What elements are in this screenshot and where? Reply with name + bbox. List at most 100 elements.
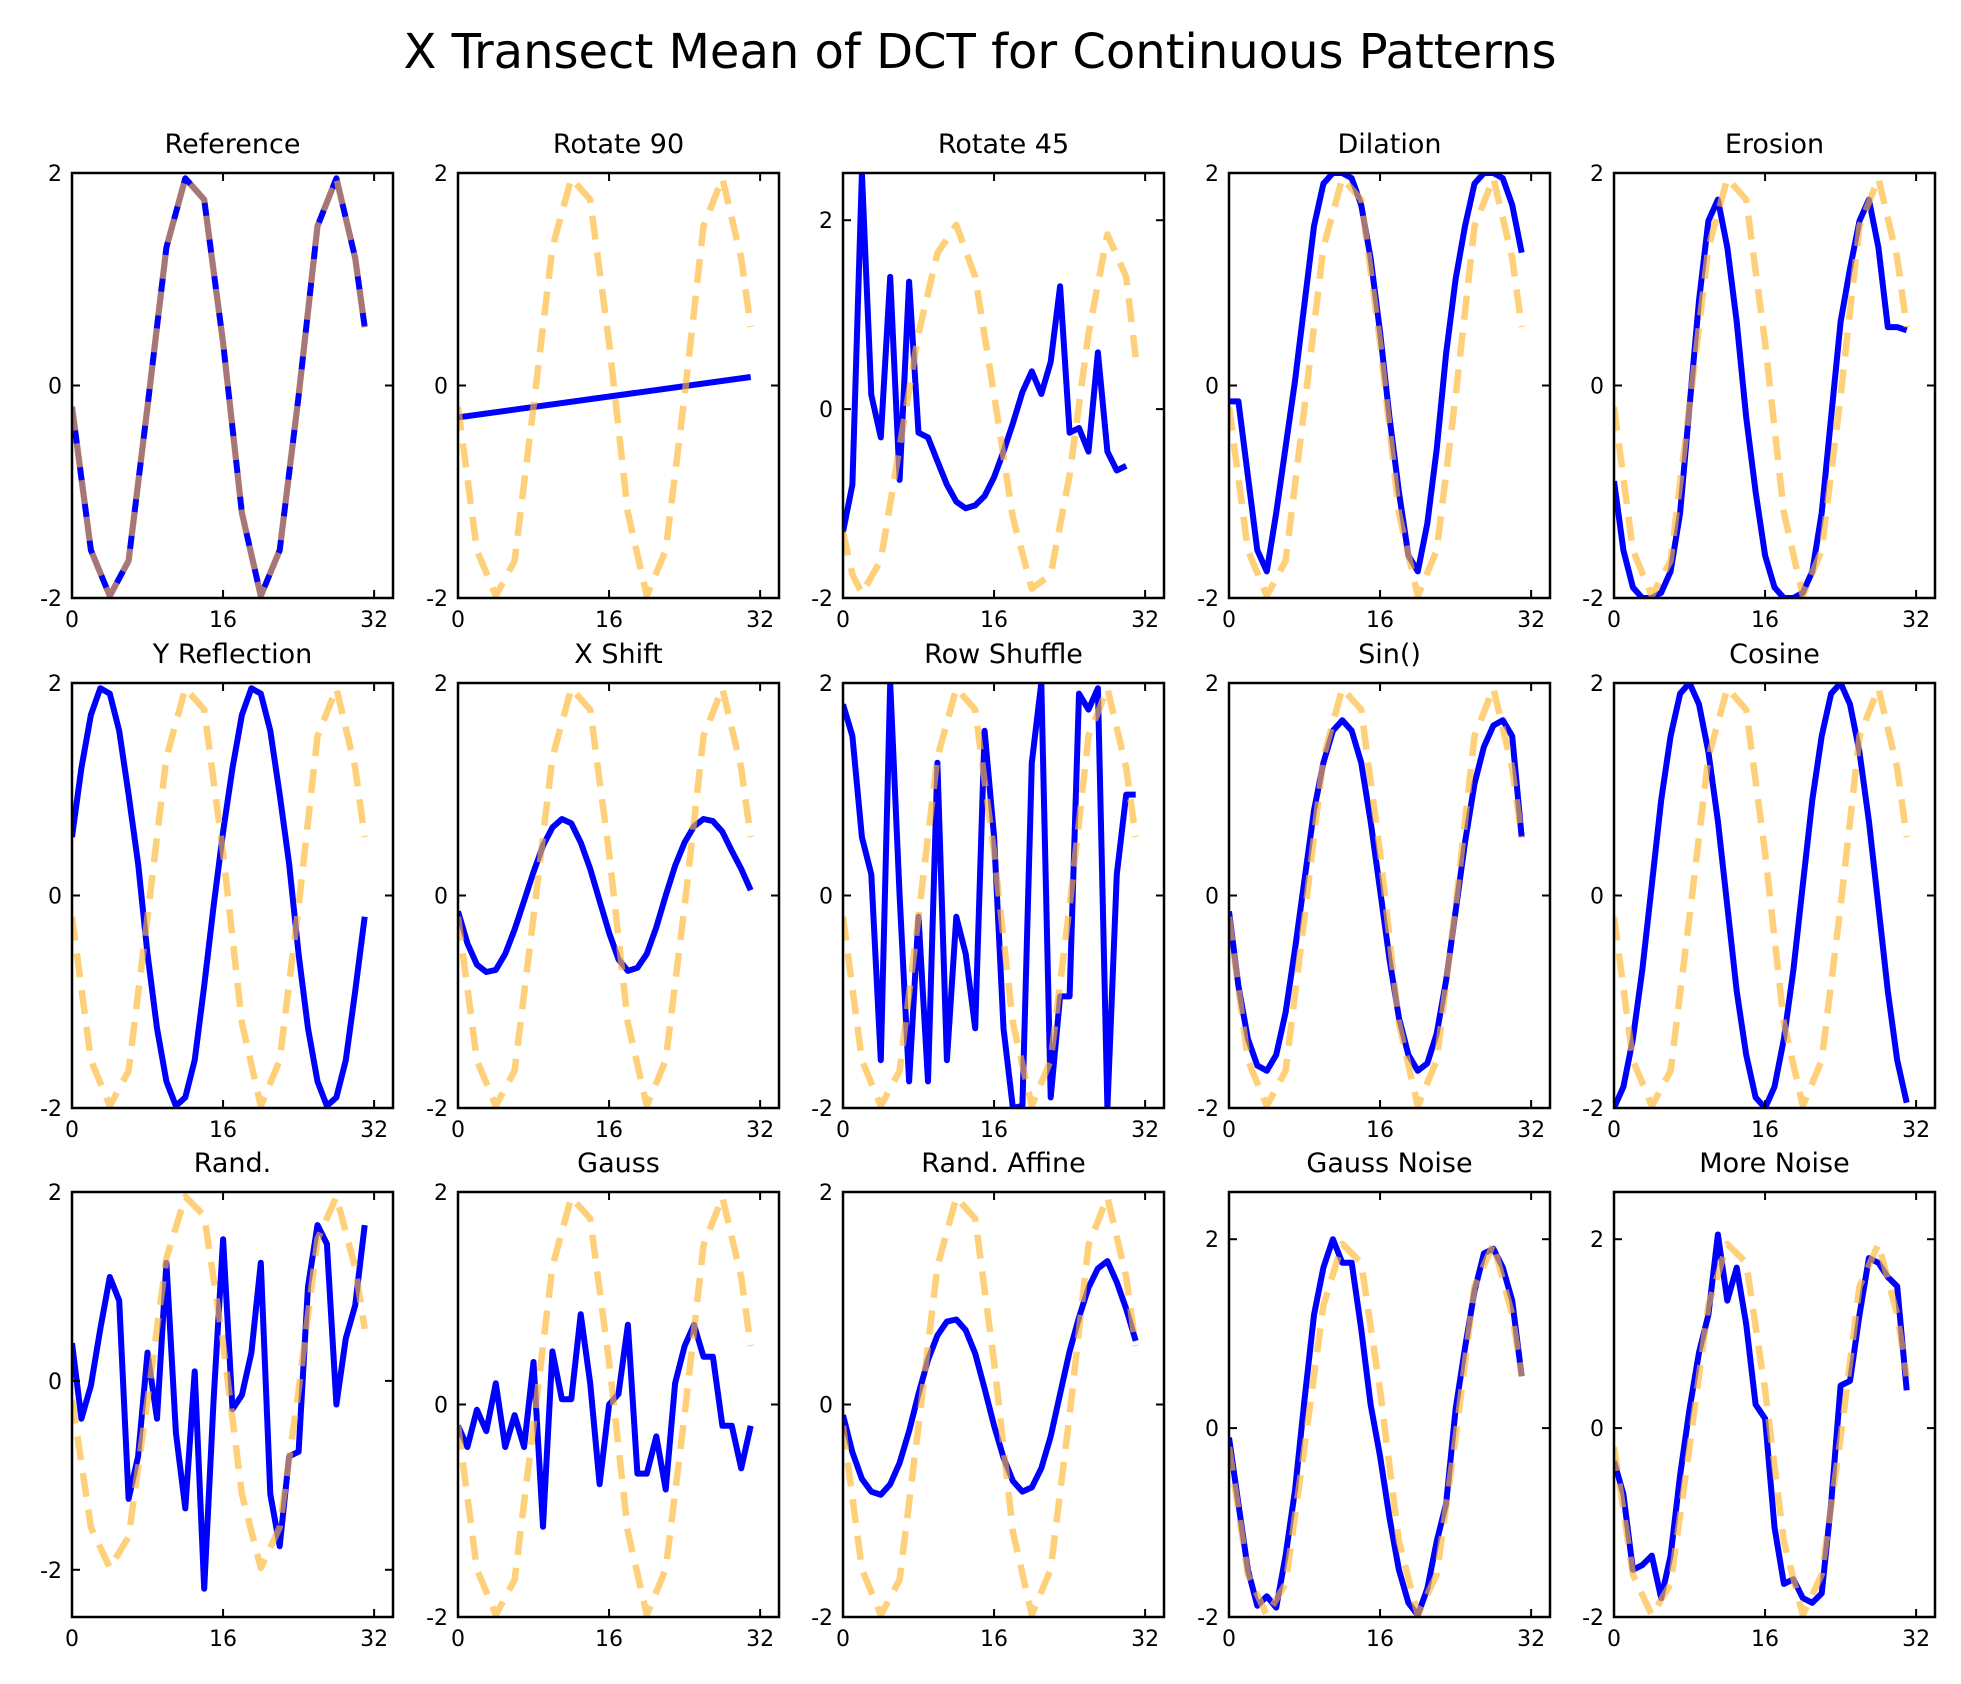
series-group <box>72 175 368 598</box>
measured-series-line <box>1229 173 1525 575</box>
y-tick-label: 0 <box>434 885 448 910</box>
y-tick-label: 2 <box>1590 1228 1604 1253</box>
chart-panel: Rand. 0 16 32 -2 0 2 <box>40 1148 395 1652</box>
y-tick-label: 2 <box>1590 162 1604 187</box>
reference-series-line <box>72 175 368 598</box>
reference-series-line <box>72 1193 368 1572</box>
axes-frame <box>1227 171 1552 600</box>
y-tick-label: 2 <box>1205 1228 1219 1253</box>
x-tick-label: 32 <box>1517 1118 1545 1143</box>
chart-panel: Rotate 900 16 32-202 <box>426 129 781 633</box>
series-group <box>458 1194 754 1617</box>
axes-frame <box>70 1190 395 1619</box>
x-tick-label: 0 <box>65 1627 79 1652</box>
y-tick-label: 2 <box>434 162 448 187</box>
axes-frame <box>70 171 395 600</box>
reference-series-line <box>458 1194 754 1617</box>
reference-series-line <box>1229 175 1525 598</box>
y-tick-label: 2 <box>1205 162 1219 187</box>
panel-title: Erosion <box>1725 129 1824 160</box>
x-tick-label: 0 <box>1222 1118 1236 1143</box>
y-tick-label: -2 <box>1197 1606 1219 1631</box>
panel-title: Reference <box>165 129 301 160</box>
x-tick-label: 32 <box>1902 1118 1930 1143</box>
x-tick-label: 0 <box>1222 608 1236 633</box>
y-tick-label: -2 <box>811 587 833 612</box>
series-group <box>1229 685 1525 1108</box>
x-tick-label: 0 <box>65 1118 79 1143</box>
x-tick-label: 16 <box>1751 1627 1779 1652</box>
series-group <box>1614 683 1910 1108</box>
y-tick-label: 0 <box>48 375 62 400</box>
x-tick-label: 16 <box>1366 608 1394 633</box>
y-tick-label: -2 <box>811 1097 833 1122</box>
x-tick-label: 32 <box>1131 1627 1159 1652</box>
x-tick-label: 0 <box>451 608 465 633</box>
x-tick-label: 16 <box>1751 608 1779 633</box>
reference-series-line <box>1614 175 1910 598</box>
panel-title: More Noise <box>1699 1148 1849 1179</box>
panel-title: Rotate 90 <box>553 129 684 160</box>
x-tick-label: 32 <box>360 1627 388 1652</box>
series-group <box>843 173 1139 597</box>
y-tick-label: 2 <box>819 672 833 697</box>
y-tick-label: 2 <box>1205 672 1219 697</box>
measured-series-line <box>72 1222 368 1592</box>
y-tick-label: 0 <box>1590 375 1604 400</box>
y-tick-label: -2 <box>1197 1097 1219 1122</box>
y-tick-label: 0 <box>1590 885 1604 910</box>
series-group <box>72 1193 368 1592</box>
y-tick-label: 2 <box>1590 672 1604 697</box>
series-group <box>72 685 368 1108</box>
panel-title: Gauss <box>577 1148 660 1179</box>
reference-series-line <box>1229 685 1525 1108</box>
x-tick-label: 32 <box>746 608 774 633</box>
y-tick-label: 0 <box>48 1370 62 1395</box>
y-tick-label: 2 <box>819 209 833 234</box>
y-tick-label: -2 <box>426 1097 448 1122</box>
x-tick-label: 0 <box>65 608 79 633</box>
measured-series-line <box>458 1311 754 1530</box>
y-tick-label: 2 <box>48 162 62 187</box>
y-tick-label: -2 <box>40 1097 62 1122</box>
x-tick-label: 0 <box>836 1118 850 1143</box>
axes-frame <box>1612 681 1937 1110</box>
chart-panel: Sin()0 16 32-202 <box>1197 639 1552 1143</box>
reference-series-line <box>843 221 1139 597</box>
x-tick-label: 16 <box>1366 1118 1394 1143</box>
y-tick-label: 0 <box>1205 1417 1219 1442</box>
x-tick-label: 32 <box>746 1627 774 1652</box>
series-group <box>1614 1231 1910 1617</box>
measured-series-line <box>72 685 368 1108</box>
panel-title: Cosine <box>1729 639 1820 670</box>
panel-title: Sin() <box>1358 639 1421 670</box>
y-tick-label: -2 <box>40 1559 62 1584</box>
y-tick-label: 2 <box>819 1181 833 1206</box>
x-tick-label: 32 <box>1902 608 1930 633</box>
series-group <box>458 685 754 1108</box>
y-tick-label: -2 <box>426 587 448 612</box>
series-group <box>843 1194 1139 1617</box>
axes-frame <box>456 681 781 1110</box>
y-tick-label: -2 <box>40 587 62 612</box>
reference-series-line <box>458 175 754 598</box>
y-tick-label: -2 <box>1582 1606 1604 1631</box>
x-tick-label: 16 <box>980 608 1008 633</box>
chart-panel: Rotate 450 16 32-202 <box>811 129 1166 633</box>
y-tick-label: -2 <box>426 1606 448 1631</box>
x-tick-label: 0 <box>1222 1627 1236 1652</box>
x-tick-label: 0 <box>451 1118 465 1143</box>
x-tick-label: 0 <box>1607 1627 1621 1652</box>
axes-frame <box>456 1190 781 1619</box>
